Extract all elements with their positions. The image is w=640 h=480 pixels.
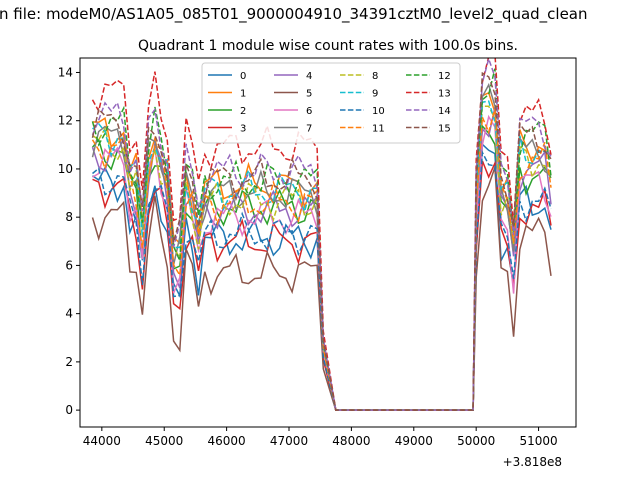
legend-label: 1 — [240, 89, 246, 100]
y-tick-label: 12 — [58, 114, 73, 128]
legend-label: 14 — [438, 106, 451, 117]
legend-label: 8 — [372, 71, 378, 82]
x-tick-label: 49000 — [395, 434, 433, 448]
legend-label: 0 — [240, 71, 246, 82]
y-tick-label: 10 — [58, 162, 73, 176]
legend-label: 4 — [306, 71, 312, 82]
legend-label: 11 — [372, 124, 385, 135]
x-axis: 44000 45000 46000 47000 48000 49000 50000 51000 — [83, 427, 558, 448]
legend-box — [201, 62, 461, 144]
y-tick-label: 4 — [65, 307, 73, 321]
legend-label: 13 — [438, 89, 451, 100]
x-axis-offset-label: +3.818e8 — [503, 455, 562, 469]
x-tick-label: 50000 — [457, 434, 495, 448]
legend-label: 6 — [306, 106, 312, 117]
legend-label: 10 — [372, 106, 385, 117]
y-tick-label: 0 — [65, 403, 73, 417]
series-layer — [91, 58, 552, 411]
legend-label: 5 — [306, 89, 312, 100]
chart-title: Quadrant 1 module wise count rates with … — [138, 38, 518, 54]
legend-label: 9 — [372, 89, 378, 100]
y-tick-label: 14 — [58, 65, 73, 79]
y-tick-label: 8 — [65, 210, 73, 224]
x-tick-label: 51000 — [519, 434, 557, 448]
legend-label: 7 — [306, 124, 312, 135]
figure-suptitle: n file: modeM0/AS1A05_085T01_9000004910_… — [0, 5, 588, 24]
y-axis: 0 2 4 6 8 10 12 14 — [58, 65, 80, 417]
x-tick-label: 45000 — [145, 434, 183, 448]
legend-label: 15 — [438, 124, 451, 135]
legend-label: 12 — [438, 71, 451, 82]
axes-frame — [79, 57, 577, 428]
x-tick-label: 44000 — [83, 434, 121, 448]
x-tick-label: 47000 — [270, 434, 308, 448]
y-tick-label: 2 — [65, 355, 73, 369]
y-tick-label: 6 — [65, 258, 73, 272]
x-tick-label: 48000 — [332, 434, 370, 448]
legend-label: 2 — [240, 106, 246, 117]
x-tick-label: 46000 — [208, 434, 246, 448]
legend-label: 3 — [240, 124, 246, 135]
series-line-15 — [91, 71, 552, 411]
